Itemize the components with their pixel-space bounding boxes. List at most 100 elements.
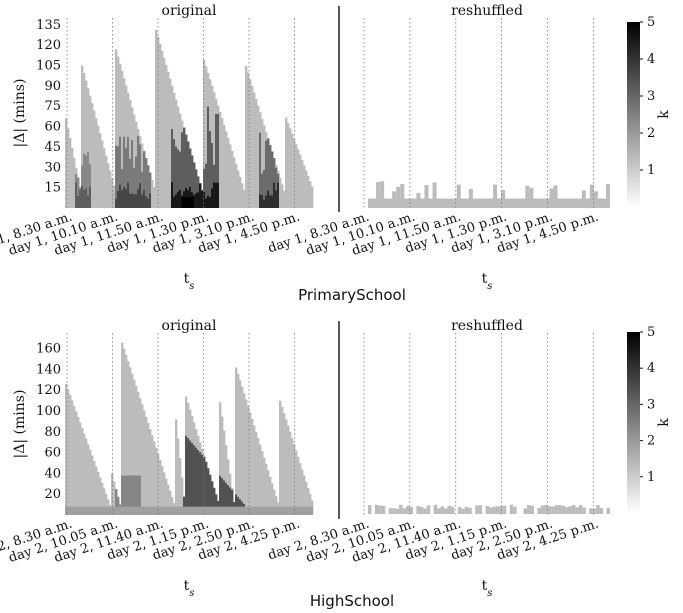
heatmap-cell (374, 504, 379, 514)
heatmap-cell (123, 136, 126, 208)
heatmap-cell (139, 144, 142, 208)
heatmap-cell (135, 194, 138, 208)
heatmap-cell (133, 167, 136, 208)
heatmap-cell (551, 506, 555, 514)
heatmap-cell (237, 170, 240, 208)
heatmap-cell (209, 131, 212, 208)
heatmap-cell (305, 481, 308, 515)
heatmap-cell (305, 170, 308, 208)
heatmap-cell (145, 416, 148, 515)
heatmap-cell (147, 165, 150, 208)
heatmap-cell (77, 416, 80, 515)
heatmap-cell (147, 198, 150, 208)
heatmap-cell (169, 78, 172, 209)
heatmap-cell (235, 494, 238, 515)
heatmap-cell (231, 489, 234, 515)
heatmap-cell (111, 178, 114, 208)
heatmap-cell (253, 425, 256, 515)
heatmap-cell (299, 463, 302, 515)
heatmap-cell (209, 197, 212, 208)
heatmap-cell (269, 195, 272, 208)
heatmap-cell (241, 386, 244, 515)
heatmap-cell (205, 66, 208, 208)
heatmap-cell (197, 449, 200, 515)
heatmap-cell (259, 444, 262, 515)
heatmap-cell (143, 410, 146, 515)
heatmap-cell (416, 505, 420, 514)
heatmap-cell (255, 431, 258, 515)
heatmap-cell (67, 128, 70, 208)
heatmap-cell (147, 422, 150, 515)
heatmap-cell (71, 400, 74, 515)
heatmap-cell (135, 475, 138, 515)
heatmap-cell (137, 189, 140, 208)
heatmap-cell (245, 66, 248, 209)
heatmap-cell (127, 182, 130, 208)
heatmap-cell (65, 383, 68, 515)
heatmap-cell (93, 110, 96, 208)
heatmap-cell (115, 488, 118, 515)
panel-title: reshuffled (451, 318, 523, 334)
heatmap-cell (433, 504, 438, 514)
heatmap-cell (67, 389, 70, 515)
heatmap-cell (303, 165, 306, 208)
heatmap-cell (175, 146, 178, 208)
heatmap-cell (229, 144, 232, 208)
heatmap-cell (151, 179, 154, 208)
heatmap-cell (291, 133, 294, 208)
heatmap-cell (259, 194, 262, 208)
heatmap-cell (173, 196, 176, 208)
heatmap-cell (267, 138, 270, 208)
heatmap-cell (165, 64, 168, 209)
heatmap-cell (265, 140, 268, 208)
heatmap-cell (119, 184, 122, 208)
heatmap-cell (495, 506, 500, 514)
y-tick-label: 40 (44, 466, 61, 481)
heatmap-cell (117, 190, 120, 208)
heatmap-cell (251, 418, 254, 515)
heatmap-cell (381, 505, 386, 514)
heatmap-cell (175, 419, 178, 515)
heatmap-cell (243, 393, 246, 515)
heatmap-cell (485, 506, 489, 514)
heatmap-cell (139, 475, 142, 515)
heatmap-cell (561, 505, 566, 514)
heatmap-cell (167, 71, 170, 208)
heatmap-cell (424, 185, 429, 199)
heatmap-cell (191, 155, 194, 208)
heatmap-cell (81, 427, 84, 515)
heatmap-cell (307, 175, 310, 208)
heatmap-cell (99, 477, 102, 515)
heatmap-cell (157, 453, 160, 515)
heatmap-cell (221, 416, 224, 515)
heatmap-cell (437, 508, 441, 514)
heatmap-cell (87, 444, 90, 515)
heatmap-cell (499, 505, 503, 514)
heatmap-cell (123, 348, 126, 515)
heatmap-cell (275, 190, 278, 208)
heatmap-cell (65, 118, 68, 208)
heatmap-cell (199, 183, 202, 208)
heatmap-cell (135, 156, 138, 208)
heatmap-cell (287, 425, 290, 515)
heatmap-cell (279, 177, 282, 208)
heatmap-cell (235, 367, 238, 515)
heatmap-cell (599, 507, 604, 514)
heatmap-cell (219, 402, 222, 515)
heatmap-cell (416, 192, 421, 199)
heatmap-cell (211, 188, 214, 208)
heatmap-cell (97, 125, 100, 208)
heatmap-cell (191, 442, 194, 515)
heatmap-cell (179, 458, 182, 515)
heatmap-cell (125, 85, 128, 208)
heatmap-cell (75, 411, 78, 515)
heatmap-cell (79, 422, 82, 515)
heatmap-cell (145, 196, 148, 208)
colorbar-tick-label: 5 (647, 325, 655, 340)
heatmap-cell (177, 191, 180, 208)
heatmap-cell (233, 157, 236, 208)
heatmap-cell (139, 398, 142, 515)
heatmap-cell (103, 148, 106, 208)
heatmap-cell (468, 188, 473, 199)
colorbar-label: k (656, 110, 672, 119)
